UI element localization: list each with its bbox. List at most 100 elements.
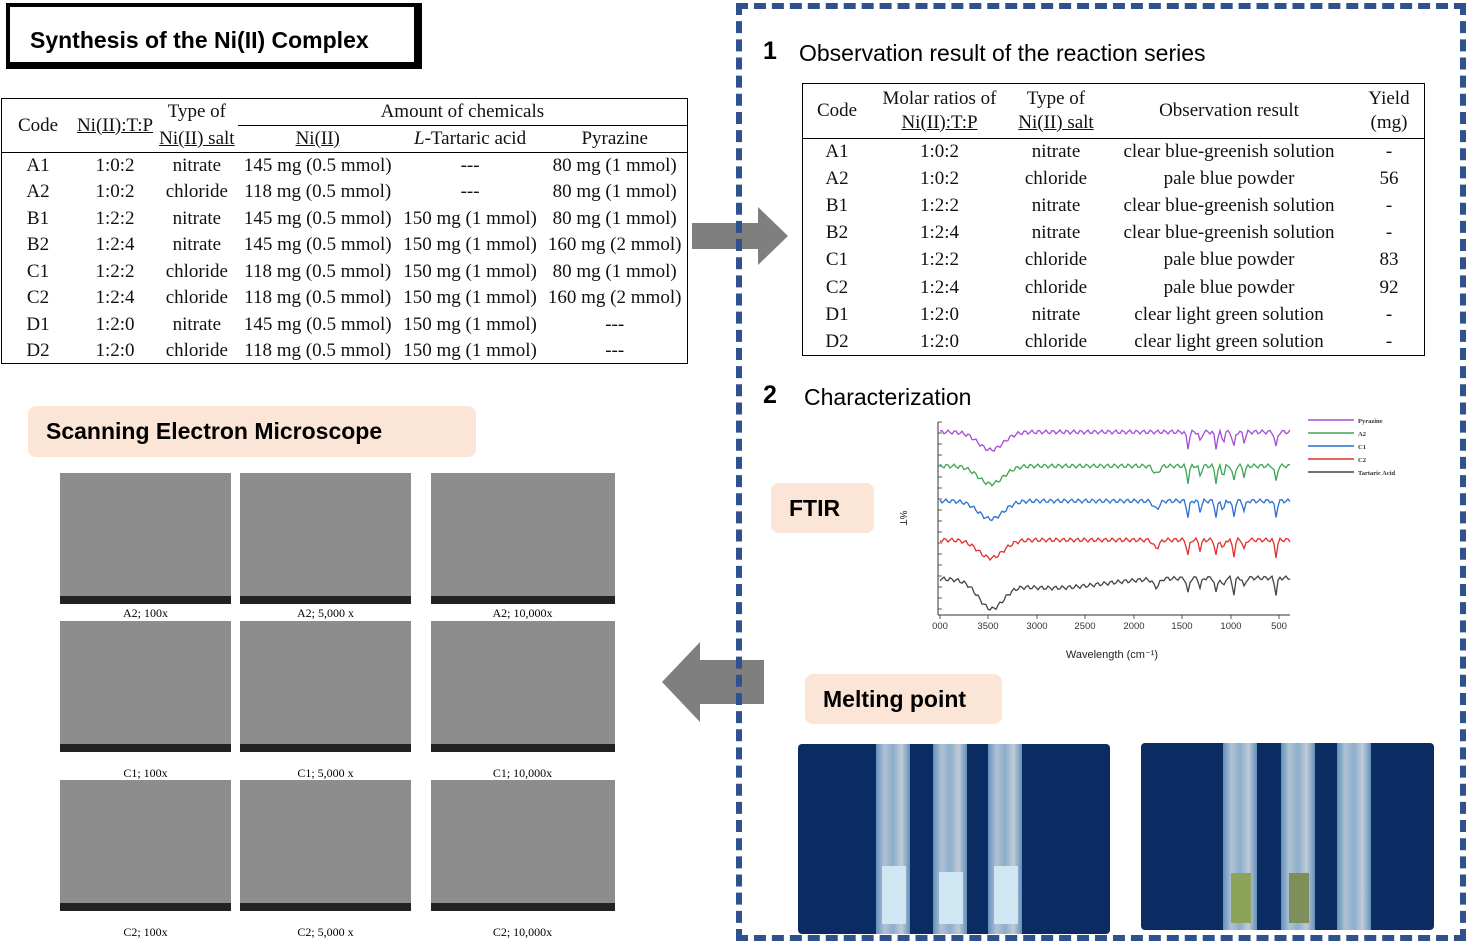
section-2-title: Characterization (804, 384, 972, 410)
table-cell: nitrate (1031, 303, 1081, 325)
legend-label: Tartaric Acid (1358, 470, 1396, 477)
table-cell: pale blue powder (1163, 276, 1295, 298)
melting-point-label: Melting point (805, 674, 1002, 724)
table-cell: 1:2:2 (95, 207, 135, 229)
header-tartaric: L-Tartaric acid (397, 125, 543, 153)
x-tick-label: 1500 (1171, 621, 1192, 632)
table-cell: --- (460, 181, 480, 203)
ftir-label: FTIR (771, 483, 874, 533)
table-cell: chloride (165, 181, 228, 203)
table-cell: clear blue-greenish solution (1123, 222, 1335, 244)
table-cell: 80 mg (1 mmol) (552, 181, 677, 203)
section-1-title: Observation result of the reaction serie… (799, 40, 1206, 66)
legend-label: A2 (1358, 431, 1366, 438)
observation-table: Code Molar ratios of Ni(II):T:P Type of Ni… (802, 83, 1425, 356)
table-cell: chloride (1024, 249, 1088, 271)
table-cell: 1:2:0 (95, 313, 135, 335)
table-cell: 145 mg (0.5 mmol) (243, 207, 392, 229)
sem-caption: C2; 5,000 x (297, 925, 354, 939)
table-cell: B2 (26, 234, 50, 256)
sem-image-c2-5000x (240, 780, 411, 911)
x-tick-label: 2000 (1123, 621, 1144, 632)
series-line-a2 (939, 462, 1291, 487)
table-cell: 145 mg (0.5 mmol) (243, 155, 392, 176)
table-cell: 1:2:2 (919, 194, 960, 216)
x-tick-label: 3500 (977, 621, 998, 632)
table-cell: - (1385, 194, 1393, 216)
table-cell: nitrate (1031, 194, 1081, 216)
table-row: D1 1:2:0 nitrate 145 mg (0.5 mmol) 150 mg (1… (2, 312, 687, 339)
table-row: A1 1:0:2 nitrate 145 mg (0.5 mmol) --- 80 mg … (2, 153, 687, 180)
table-row: D2 1:2:0 chloride 118 mg (0.5 mmol) 150 mg (… (2, 338, 687, 365)
table-row: B1 1:2:2 nitrate clear blue-greenish soluti… (803, 192, 1424, 219)
sem-caption: C1; 100x (123, 766, 168, 780)
table-cell: 118 mg (0.5 mmol) (244, 287, 392, 309)
legend-label: C1 (1358, 444, 1366, 451)
table-row: A2 1:0:2 chloride 118 mg (0.5 mmol) --- 80 mg… (2, 179, 687, 206)
sem-image-a2-5000x (240, 473, 411, 604)
table-row: B2 1:2:4 nitrate clear blue-greenish soluti… (803, 220, 1424, 247)
obs-header-code: Code (803, 84, 871, 139)
title-box: Synthesis of the Ni(II) Complex (6, 3, 422, 69)
table-cell: 56 (1379, 167, 1399, 189)
table-cell: D1 (825, 303, 849, 325)
table-row: D2 1:2:0 chloride clear light green solutio… (803, 328, 1424, 355)
table-cell: 1:2:4 (919, 222, 960, 244)
page-title: Synthesis of the Ni(II) Complex (30, 27, 369, 53)
header-ratio: Ni(II):T:P (76, 114, 154, 136)
table-row: A1 1:0:2 nitrate clear blue-greenish soluti… (803, 138, 1424, 165)
table-cell: - (1385, 330, 1393, 352)
table-cell: nitrate (1031, 140, 1081, 162)
sem-image-c2-10000x (431, 780, 615, 911)
table-cell: C2 (825, 276, 849, 298)
table-cell: 160 mg (2 mmol) (547, 234, 682, 256)
table-cell: 1:2:2 (95, 260, 135, 282)
table-cell: C2 (26, 287, 50, 309)
header-salt-2: Ni(II) salt (156, 125, 238, 153)
table-cell: B1 (825, 194, 849, 216)
table-cell: A2 (825, 167, 849, 189)
x-tick-label: 2500 (1074, 621, 1095, 632)
sem-image-a2-100x (60, 473, 231, 604)
x-tick-label: 000 (932, 621, 948, 632)
table-cell: 150 mg (1 mmol) (403, 260, 537, 282)
table-cell: clear blue-greenish solution (1123, 194, 1335, 216)
table-cell: 1:2:4 (919, 276, 960, 298)
table-cell: - (1385, 140, 1393, 162)
table-cell: --- (605, 313, 625, 335)
x-axis-label: Wavelength (cm⁻¹) (1066, 649, 1158, 661)
table-cell: 80 mg (1 mmol) (552, 260, 677, 282)
table-cell: - (1385, 222, 1393, 244)
x-tick-label: 1000 (1220, 621, 1241, 632)
series-line-c2 (939, 536, 1291, 562)
table-cell: - (1385, 303, 1393, 325)
table-cell: 150 mg (1 mmol) (403, 287, 537, 309)
sem-image-c2-100x (60, 780, 231, 911)
table-cell: 150 mg (1 mmol) (403, 234, 537, 256)
sem-image-c1-5000x (240, 621, 411, 752)
series-line-tartaric-acid (939, 574, 1291, 611)
table-cell: A1 (26, 155, 50, 176)
ftir-chart: 000 3500 3000 2500 2000 1500 1000 500 Wavelength… (897, 418, 1396, 661)
sem-caption: C2; 100x (123, 925, 168, 939)
table-cell: 92 (1379, 276, 1399, 298)
x-tick-label: 3000 (1026, 621, 1047, 632)
table-cell: --- (605, 340, 625, 362)
melting-point-photo-1 (798, 744, 1110, 934)
section-2-number: 2 (763, 381, 777, 409)
table-cell: 1:0:2 (919, 140, 960, 162)
legend-label: Pyrazine (1358, 418, 1383, 425)
table-cell: B2 (825, 222, 849, 244)
obs-header-result: Observation result (1104, 84, 1354, 139)
table-cell: 1:2:0 (919, 303, 960, 325)
synthesis-table: Code Ni(II):T:P Type of Amount of chemic… (1, 98, 688, 364)
table-cell: clear light green solution (1134, 330, 1324, 352)
x-tick-label: 500 (1271, 621, 1287, 632)
table-cell: 1:2:2 (919, 249, 960, 271)
sem-caption: C1; 5,000 x (297, 766, 354, 780)
sem-image-c1-10000x (431, 621, 615, 752)
table-cell: nitrate (172, 234, 222, 256)
header-pyrazine: Pyrazine (542, 125, 687, 153)
sem-caption: C2; 10,000x (492, 925, 553, 939)
table-cell: 150 mg (1 mmol) (403, 313, 537, 335)
